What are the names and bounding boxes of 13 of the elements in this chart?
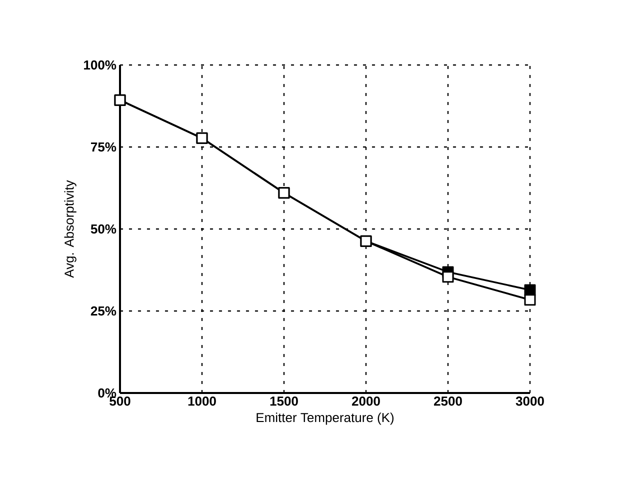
y-tick-label: 25% [90,306,116,316]
x-tick-label: 500 [110,396,130,406]
y-tick-label: 50% [90,224,116,234]
x-axis-title: Emitter Temperature (K) [256,412,394,425]
x-tick-label: 1500 [270,396,298,406]
x-tick-label: 2000 [352,396,380,406]
y-tick-label: 100% [84,60,116,70]
y-tick-label: 0% [98,388,116,398]
x-tick-label: 3000 [516,396,544,406]
x-tick-label: 1000 [188,396,216,406]
y-tick-label: 75% [91,142,116,152]
x-tick-label: 2500 [434,396,462,406]
y-axis-title: Avg. Absorptivity [64,180,76,278]
